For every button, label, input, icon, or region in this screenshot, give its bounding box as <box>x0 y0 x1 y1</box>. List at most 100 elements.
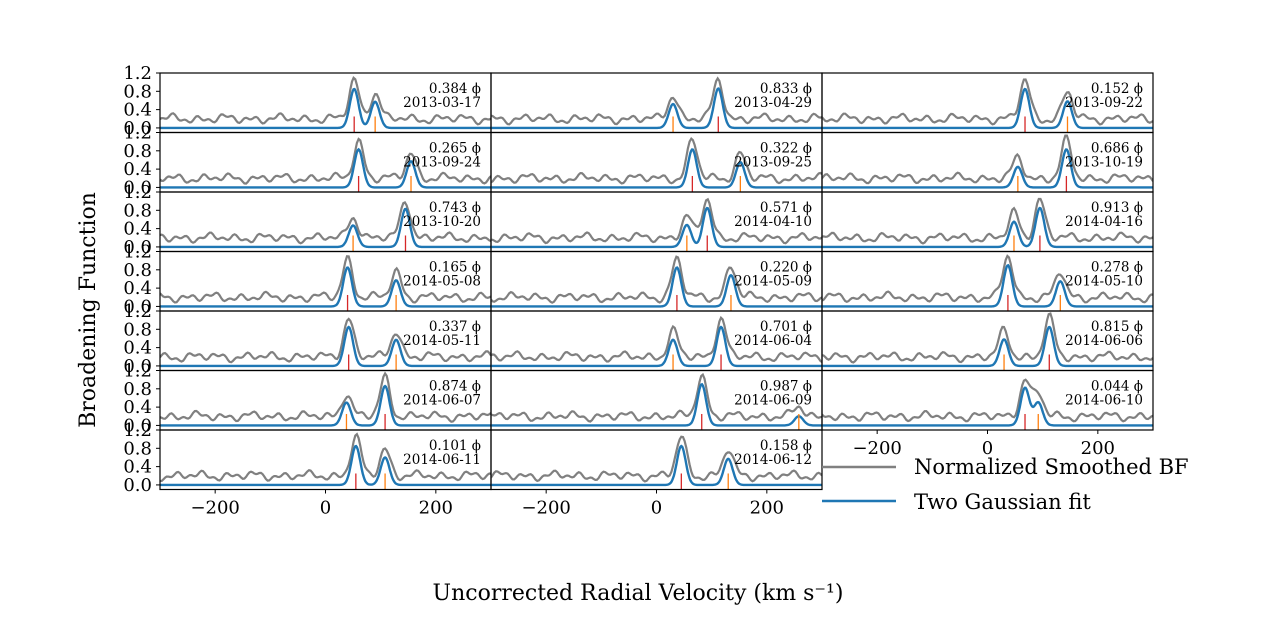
panel-date-label: 2014-05-10 <box>1065 274 1143 290</box>
panel-phase-label: 0.337 ϕ <box>429 319 481 335</box>
bf-series-line <box>822 197 1153 245</box>
y-tick-label: 0.4 <box>123 278 152 299</box>
gaussian-fit-line <box>822 148 1153 189</box>
y-tick-label: 0.0 <box>123 356 152 377</box>
panel-date-label: 2014-06-07 <box>403 393 481 409</box>
y-tick-label: 1.2 <box>123 301 152 322</box>
y-tick-label: 0.8 <box>123 438 152 459</box>
x-tick-label: −200 <box>521 498 570 519</box>
bf-series-line <box>491 315 822 364</box>
panel-date-label: 2013-09-22 <box>1065 95 1143 111</box>
panel-plot-area <box>160 76 491 133</box>
y-tick-label: 0.8 <box>123 379 152 400</box>
panel-phase-label: 0.987 ϕ <box>760 379 812 395</box>
panel-plot-area <box>822 254 1153 311</box>
panel-date-label: 2013-10-19 <box>1065 155 1143 171</box>
panel-date-label: 2014-06-12 <box>734 452 812 468</box>
y-tick-label: 1.2 <box>123 242 152 263</box>
panel-phase-label: 0.158 ϕ <box>760 438 812 454</box>
panel-plot-area <box>491 255 822 311</box>
panel-phase-label: 0.152 ϕ <box>1091 81 1143 97</box>
y-tick-label: 1.2 <box>123 420 152 441</box>
bf-series-line <box>160 432 491 483</box>
y-tick-label: 0.0 <box>123 296 152 317</box>
gaussian-fit-line <box>160 266 491 308</box>
bf-series-line <box>822 78 1153 126</box>
gaussian-fit-line <box>822 206 1153 249</box>
y-tick-label: 1.2 <box>123 361 152 382</box>
panel-date-label: 2014-06-09 <box>734 393 812 409</box>
bf-series-line <box>160 317 491 364</box>
panel-phase-label: 0.743 ϕ <box>429 200 481 216</box>
gaussian-fit-line <box>160 147 491 189</box>
legend-label-fit: Two Gaussian fit <box>914 490 1091 514</box>
panel-phase-label: 0.384 ϕ <box>429 81 481 97</box>
panel-phase-label: 0.701 ϕ <box>760 319 812 335</box>
panel-plot-area <box>491 372 822 430</box>
gaussian-fit-line <box>822 386 1153 427</box>
gaussian-fit-line <box>491 444 822 487</box>
panel-phase-label: 0.165 ϕ <box>429 260 481 276</box>
y-axis-title: Broadening Function <box>76 192 101 428</box>
bf-series-line <box>160 200 491 245</box>
bf-series-line <box>491 137 822 185</box>
panel-plot-area <box>160 255 491 311</box>
gaussian-fit-line <box>491 266 822 308</box>
gaussian-fit-line <box>822 263 1153 308</box>
panel-plot-area <box>822 134 1153 192</box>
panel-date-label: 2014-04-16 <box>1065 214 1143 230</box>
panel-phase-label: 0.833 ϕ <box>760 81 812 97</box>
panel-date-label: 2013-10-20 <box>403 214 481 230</box>
y-tick-label: 0.0 <box>123 475 152 496</box>
gaussian-fit-line <box>491 87 822 130</box>
bf-series-line <box>491 197 822 245</box>
bf-series-line <box>160 255 491 304</box>
bf-series-line <box>491 435 822 483</box>
panel-phase-label: 0.571 ϕ <box>760 200 812 216</box>
y-tick-label: 0.0 <box>123 415 152 436</box>
y-tick-label: 0.8 <box>123 81 152 102</box>
panel-plot-area <box>160 371 491 430</box>
panel-phase-label: 0.913 ϕ <box>1091 200 1143 216</box>
panel-phase-label: 0.044 ϕ <box>1091 379 1143 395</box>
panel-date-label: 2013-09-24 <box>403 155 481 171</box>
y-tick-label: 0.8 <box>123 319 152 340</box>
gaussian-fit-line <box>822 325 1153 368</box>
panel-date-label: 2014-06-10 <box>1065 393 1143 409</box>
panel-date-label: 2013-09-25 <box>734 155 812 171</box>
panel-plot-area <box>491 76 822 133</box>
panel-plot-area <box>160 200 491 252</box>
legend: Normalized Smoothed BF Two Gaussian fit <box>822 455 1189 514</box>
panel-phase-label: 0.101 ϕ <box>429 438 481 454</box>
panel-plot-area <box>160 432 491 490</box>
panel-date-label: 2014-05-11 <box>403 333 481 349</box>
bf-series-line <box>491 76 822 126</box>
y-tick-label: 1.2 <box>123 123 152 144</box>
y-tick-label: 0.4 <box>123 397 152 418</box>
bf-series-line <box>491 372 822 423</box>
bf-series-line <box>160 137 491 185</box>
panel-date-label: 2014-06-11 <box>403 452 481 468</box>
panel-phase-label: 0.220 ϕ <box>760 260 812 276</box>
panel-phase-label: 0.265 ϕ <box>429 141 481 157</box>
gaussian-fit-line <box>160 444 491 487</box>
gaussian-fit-line <box>160 384 491 427</box>
gaussian-fit-line <box>491 206 822 249</box>
panel-date-label: 2014-04-10 <box>734 214 812 230</box>
gaussian-fit-line <box>160 207 491 249</box>
y-tick-label: 0.4 <box>123 338 152 359</box>
panel-plot-area <box>822 378 1153 430</box>
y-tick-label: 0.4 <box>123 457 152 478</box>
panel-plot-area <box>822 312 1153 371</box>
panel-date-label: 2014-05-09 <box>734 274 812 290</box>
panel-date-label: 2014-05-08 <box>403 274 481 290</box>
